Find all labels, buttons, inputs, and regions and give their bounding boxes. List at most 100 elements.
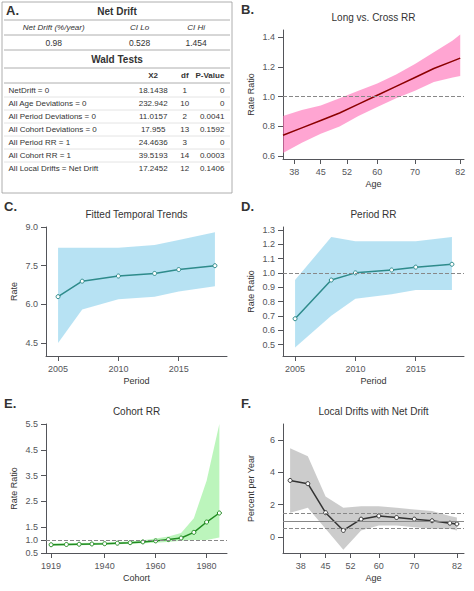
svg-text:38: 38 <box>289 167 299 177</box>
svg-text:60: 60 <box>374 561 384 571</box>
svg-text:14: 14 <box>180 151 189 160</box>
svg-text:0: 0 <box>220 86 225 95</box>
svg-text:F.: F. <box>241 396 251 411</box>
svg-text:18.1438: 18.1438 <box>139 86 168 95</box>
svg-text:45: 45 <box>316 167 326 177</box>
svg-text:df: df <box>181 71 189 80</box>
svg-text:CI Lo: CI Lo <box>130 23 150 32</box>
svg-text:0.8: 0.8 <box>262 297 275 307</box>
svg-text:11.0157: 11.0157 <box>139 112 168 121</box>
svg-text:All Cohort Deviations = 0: All Cohort Deviations = 0 <box>9 125 98 134</box>
svg-text:1980: 1980 <box>197 561 217 571</box>
svg-text:Age: Age <box>365 573 381 583</box>
svg-text:2015: 2015 <box>169 364 189 374</box>
svg-text:52: 52 <box>342 167 352 177</box>
svg-text:Cohort: Cohort <box>123 573 151 583</box>
svg-text:1.5: 1.5 <box>25 522 38 532</box>
svg-text:E.: E. <box>4 396 16 411</box>
svg-text:5.5: 5.5 <box>25 419 38 429</box>
svg-text:0: 0 <box>220 99 225 108</box>
svg-text:82: 82 <box>452 561 462 571</box>
svg-text:2010: 2010 <box>345 364 365 374</box>
svg-text:39.5193: 39.5193 <box>139 151 168 160</box>
svg-text:Period: Period <box>360 376 386 386</box>
svg-text:13: 13 <box>180 125 189 134</box>
svg-text:All Period RR = 1: All Period RR = 1 <box>9 138 71 147</box>
svg-text:1.3: 1.3 <box>262 225 275 235</box>
svg-text:0.7: 0.7 <box>262 311 275 321</box>
svg-text:2005: 2005 <box>285 364 305 374</box>
svg-text:Rate Ratio: Rate Ratio <box>246 73 256 116</box>
svg-text:24.4636: 24.4636 <box>139 138 168 147</box>
svg-text:2.5: 2.5 <box>25 496 38 506</box>
svg-text:All Local Drifts = Net Drift: All Local Drifts = Net Drift <box>9 164 99 173</box>
svg-text:Period: Period <box>123 376 149 386</box>
svg-text:7.5: 7.5 <box>25 261 38 271</box>
svg-text:4.5: 4.5 <box>25 445 38 455</box>
svg-text:3.5: 3.5 <box>25 471 38 481</box>
svg-text:Percent per Year: Percent per Year <box>246 455 256 522</box>
svg-text:All Cohort RR = 1: All Cohort RR = 1 <box>9 151 72 160</box>
svg-text:Rate: Rate <box>9 282 19 301</box>
svg-text:Wald Tests: Wald Tests <box>91 54 143 65</box>
svg-text:Age: Age <box>365 179 381 189</box>
svg-text:NetDrift = 0: NetDrift = 0 <box>9 86 50 95</box>
svg-text:0.1592: 0.1592 <box>200 125 225 134</box>
svg-text:X2: X2 <box>148 71 158 80</box>
svg-text:6.0: 6.0 <box>25 299 38 309</box>
svg-text:4: 4 <box>270 467 275 477</box>
svg-text:1.454: 1.454 <box>185 38 207 48</box>
svg-text:2: 2 <box>270 500 275 510</box>
svg-text:60: 60 <box>372 167 382 177</box>
svg-text:0.5: 0.5 <box>25 548 38 558</box>
svg-text:52: 52 <box>345 561 355 571</box>
svg-text:82: 82 <box>455 167 465 177</box>
svg-text:A.: A. <box>6 3 19 18</box>
svg-text:0.1406: 0.1406 <box>200 164 225 173</box>
svg-text:1919: 1919 <box>41 561 61 571</box>
svg-text:0.6: 0.6 <box>262 325 275 335</box>
svg-text:D.: D. <box>241 199 254 214</box>
svg-text:All Age Deviations = 0: All Age Deviations = 0 <box>9 99 88 108</box>
svg-text:0: 0 <box>270 532 275 542</box>
svg-text:1.0: 1.0 <box>25 535 38 545</box>
svg-text:0.5: 0.5 <box>262 340 275 350</box>
svg-text:0.528: 0.528 <box>129 38 151 48</box>
svg-text:1940: 1940 <box>95 561 115 571</box>
svg-text:12: 12 <box>180 164 189 173</box>
svg-text:B.: B. <box>241 2 254 17</box>
svg-text:10: 10 <box>180 99 189 108</box>
svg-text:1.4: 1.4 <box>262 32 275 42</box>
svg-text:17.955: 17.955 <box>141 125 166 134</box>
svg-text:1.2: 1.2 <box>262 62 275 72</box>
svg-text:1.0: 1.0 <box>262 268 275 278</box>
svg-text:Fitted Temporal Trends: Fitted Temporal Trends <box>85 209 187 220</box>
svg-text:17.2452: 17.2452 <box>139 164 168 173</box>
svg-text:0.8: 0.8 <box>262 121 275 131</box>
svg-text:Period RR: Period RR <box>350 209 396 220</box>
svg-text:0.9: 0.9 <box>262 282 275 292</box>
svg-text:2015: 2015 <box>406 364 426 374</box>
svg-text:Local Drifts with Net Drift: Local Drifts with Net Drift <box>318 406 428 417</box>
svg-text:C.: C. <box>4 199 17 214</box>
svg-text:1.0: 1.0 <box>262 92 275 102</box>
svg-text:2: 2 <box>183 112 188 121</box>
svg-text:9.0: 9.0 <box>25 222 38 232</box>
svg-text:0.6: 0.6 <box>262 151 275 161</box>
svg-text:0.0003: 0.0003 <box>200 151 225 160</box>
svg-text:1.1: 1.1 <box>262 254 275 264</box>
svg-text:38: 38 <box>296 561 306 571</box>
svg-text:232.942: 232.942 <box>139 99 168 108</box>
svg-text:P-Value: P-Value <box>195 71 224 80</box>
svg-text:1.2: 1.2 <box>262 239 275 249</box>
svg-text:CI Hi: CI Hi <box>187 23 205 32</box>
svg-text:Long vs. Cross RR: Long vs. Cross RR <box>332 12 416 23</box>
svg-text:Cohort RR: Cohort RR <box>113 406 160 417</box>
svg-text:Rate Ratio: Rate Ratio <box>9 467 19 510</box>
svg-text:Net Drift: Net Drift <box>97 6 137 17</box>
svg-text:Rate Ratio: Rate Ratio <box>246 270 256 313</box>
svg-text:2010: 2010 <box>108 364 128 374</box>
svg-text:0: 0 <box>220 138 225 147</box>
svg-text:70: 70 <box>409 561 419 571</box>
svg-text:3: 3 <box>183 138 188 147</box>
